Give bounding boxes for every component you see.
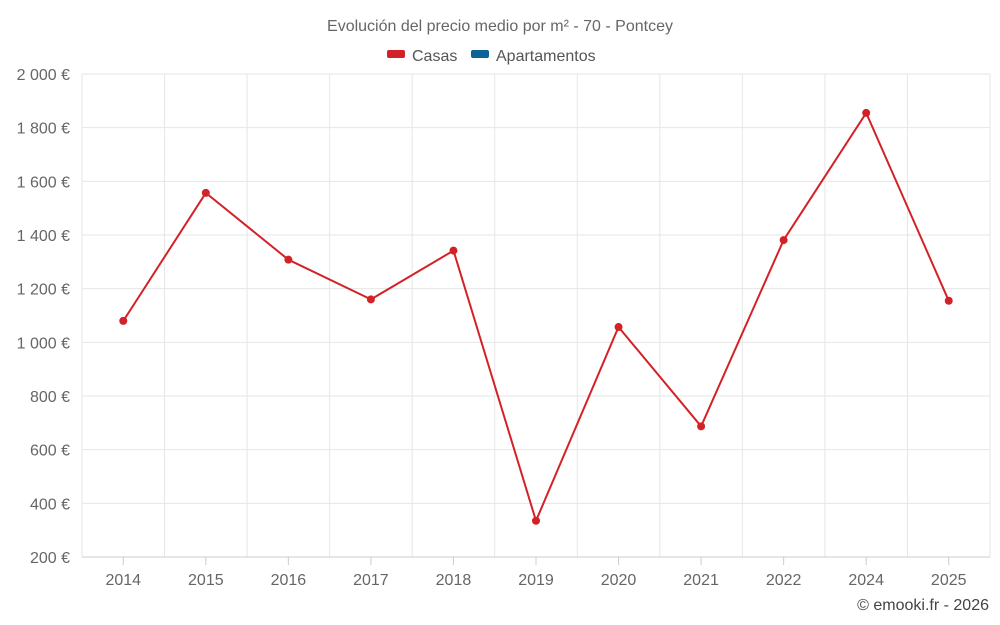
y-tick-label: 1 800 € xyxy=(17,121,70,138)
data-point-casas[interactable] xyxy=(614,323,623,332)
y-tick-label: 800 € xyxy=(30,389,70,406)
y-axis-ticks: 200 € 400 € 600 € 800 € 1 000 € 1 200 € 1 400 … xyxy=(17,67,70,567)
y-tick-label: 2 000 € xyxy=(17,67,70,84)
x-tick-label: 2016 xyxy=(271,572,307,589)
y-tick-label: 200 € xyxy=(30,550,70,567)
x-tick-label: 2019 xyxy=(518,572,554,589)
x-tick-label: 2021 xyxy=(683,572,719,589)
y-tick-label: 1 600 € xyxy=(17,174,70,191)
data-point-casas[interactable] xyxy=(944,296,953,305)
legend-label-casas: Casas xyxy=(412,48,457,65)
data-point-casas[interactable] xyxy=(201,188,210,197)
x-tick-label: 2025 xyxy=(931,572,967,589)
x-tick-label: 2022 xyxy=(766,572,802,589)
data-point-casas[interactable] xyxy=(119,316,128,325)
legend: Casas Apartamentos xyxy=(387,48,596,65)
legend-swatch-casas xyxy=(387,50,405,58)
y-tick-label: 1 200 € xyxy=(17,282,70,299)
y-tick-label: 1 400 € xyxy=(17,228,70,245)
x-axis-ticks: 2014 2015 2016 2017 2018 2019 2020 2021 2022 2024… xyxy=(105,557,967,589)
x-tick-label: 2024 xyxy=(848,572,884,589)
legend-item-casas[interactable]: Casas xyxy=(387,48,457,65)
x-tick-label: 2015 xyxy=(188,572,224,589)
data-point-casas[interactable] xyxy=(449,246,458,255)
data-point-casas[interactable] xyxy=(779,236,788,245)
legend-swatch-apartamentos xyxy=(471,50,489,58)
data-point-casas[interactable] xyxy=(366,295,375,304)
data-point-casas[interactable] xyxy=(284,255,293,264)
x-tick-label: 2017 xyxy=(353,572,389,589)
y-tick-label: 1 000 € xyxy=(17,335,70,352)
data-point-casas[interactable] xyxy=(532,516,540,525)
y-tick-label: 600 € xyxy=(30,443,70,460)
legend-label-apartamentos: Apartamentos xyxy=(496,48,596,65)
data-point-casas[interactable] xyxy=(697,422,706,431)
credit-text: © emooki.fr - 2026 xyxy=(857,597,989,614)
x-tick-label: 2018 xyxy=(436,572,472,589)
x-tick-label: 2020 xyxy=(601,572,637,589)
x-tick-label: 2014 xyxy=(105,572,141,589)
data-point-casas[interactable] xyxy=(862,108,871,117)
legend-item-apartamentos[interactable]: Apartamentos xyxy=(471,48,596,65)
grid xyxy=(81,73,991,557)
series-casas xyxy=(119,108,953,525)
chart-title: Evolución del precio medio por m² - 70 -… xyxy=(327,18,673,35)
y-tick-label: 400 € xyxy=(30,496,70,513)
